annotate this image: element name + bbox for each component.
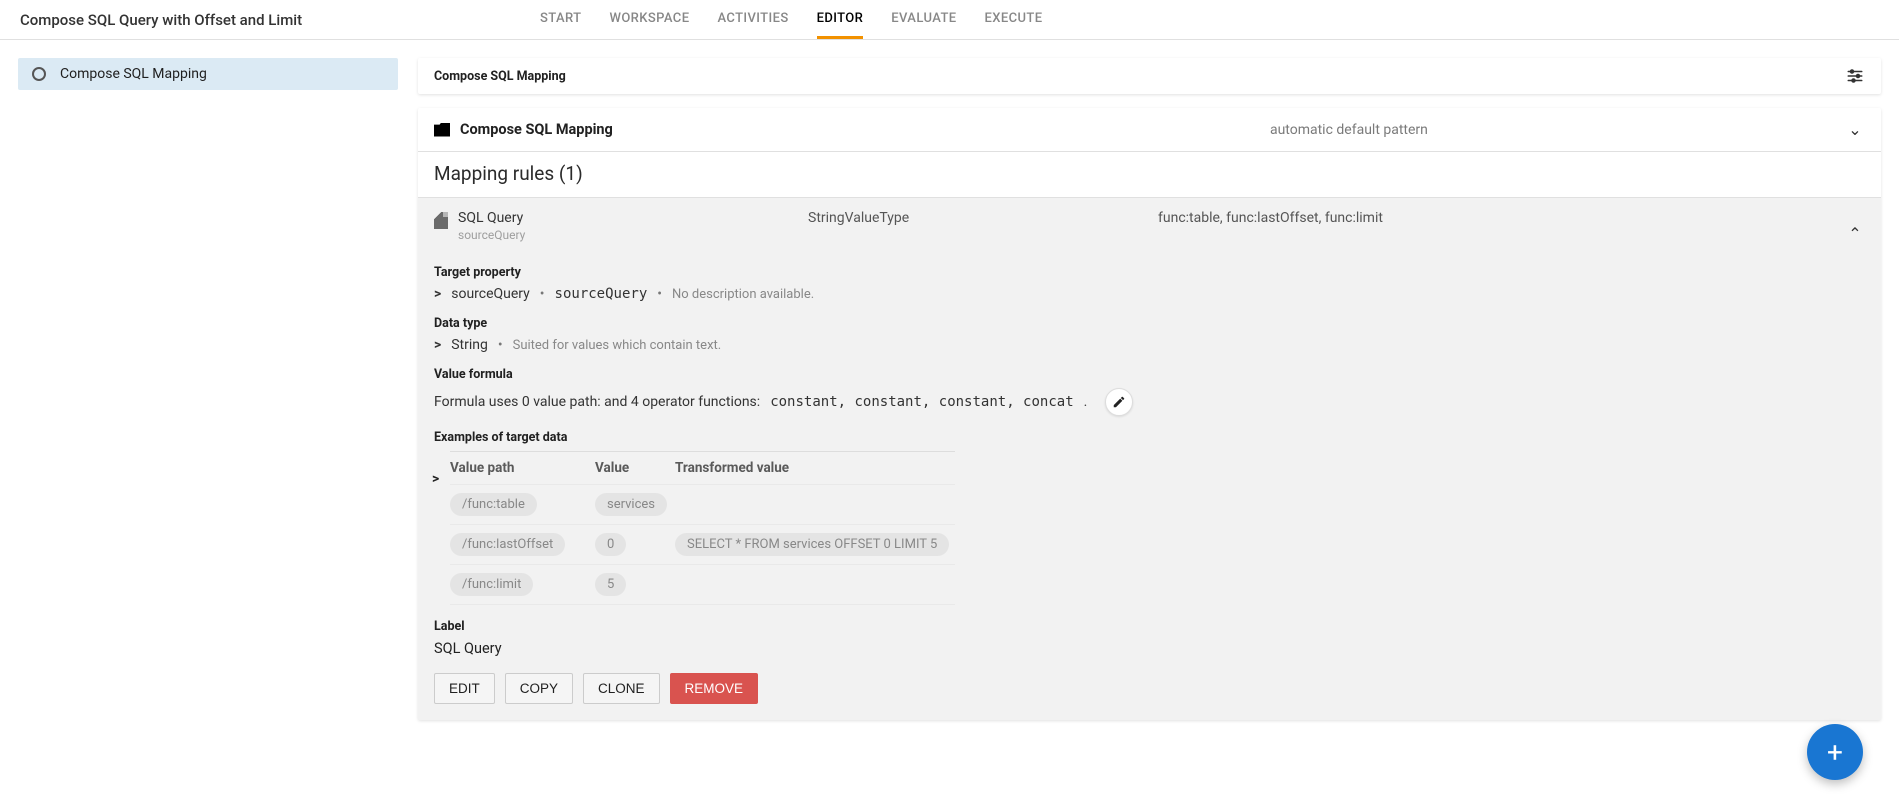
pill-value: 0 xyxy=(595,533,626,556)
col-value-path: Value path xyxy=(450,460,595,476)
rule-summary-row[interactable]: SQL Query sourceQuery StringValueType fu… xyxy=(418,198,1881,247)
pill-value-path: /func:limit xyxy=(450,573,533,596)
col-transformed: Transformed value xyxy=(675,460,955,476)
remove-button[interactable]: REMOVE xyxy=(670,673,759,704)
examples-table: Value path Value Transformed value /func… xyxy=(450,451,955,605)
target-property-row[interactable]: > sourceQuery • sourceQuery • No descrip… xyxy=(434,286,1865,302)
chevron-up-icon[interactable]: ⌃ xyxy=(1845,210,1865,243)
pill-value: 5 xyxy=(595,573,626,596)
panel-header-title: Compose SQL Mapping xyxy=(434,69,566,84)
formula-ops: constant, constant, constant, concat xyxy=(770,394,1073,410)
examples-label: Examples of target data xyxy=(434,430,1865,445)
data-type-label: Data type xyxy=(434,316,1865,331)
edit-formula-button[interactable] xyxy=(1105,388,1133,416)
plus-icon: + xyxy=(1827,736,1843,769)
chevron-down-icon[interactable]: ⌄ xyxy=(1845,120,1865,139)
tab-editor[interactable]: EDITOR xyxy=(817,0,864,39)
rule-name: SQL Query xyxy=(458,210,798,226)
pill-value: services xyxy=(595,493,667,516)
edit-button[interactable]: EDIT xyxy=(434,673,495,704)
col-value: Value xyxy=(595,460,675,476)
tab-activities[interactable]: ACTIVITIES xyxy=(717,0,788,39)
label-value: SQL Query xyxy=(434,640,1865,657)
panel-header-card: Compose SQL Mapping xyxy=(418,58,1881,94)
caret-right-icon: > xyxy=(434,337,441,353)
target-prop-desc: No description available. xyxy=(672,287,814,302)
data-type-desc: Suited for values which contain text. xyxy=(513,338,722,353)
pill-value-path: /func:table xyxy=(450,493,537,516)
sidebar: Compose SQL Mapping xyxy=(18,58,398,90)
table-row: /func:lastOffset 0 SELECT * FROM service… xyxy=(450,525,955,565)
cell-transformed xyxy=(675,573,955,596)
table-row: /func:table services xyxy=(450,485,955,525)
target-prop-path-1: sourceQuery xyxy=(451,286,530,302)
caret-right-icon: > xyxy=(434,286,441,302)
layout: Compose SQL Mapping Compose SQL Mapping … xyxy=(0,40,1899,744)
rule-actions: EDIT COPY CLONE REMOVE xyxy=(418,673,1881,720)
section-subtitle: automatic default pattern xyxy=(1030,122,1428,138)
page-title: Compose SQL Query with Offset and Limit xyxy=(20,11,540,29)
rule-block: SQL Query sourceQuery StringValueType fu… xyxy=(418,198,1881,720)
data-type-row[interactable]: > String • Suited for values which conta… xyxy=(434,337,1865,353)
rules-title: Mapping rules (1) xyxy=(418,152,1881,198)
label-label: Label xyxy=(434,619,1865,634)
top-nav: START WORKSPACE ACTIVITIES EDITOR EVALUA… xyxy=(540,0,1043,39)
value-formula-row: Formula uses 0 value path: and 4 operato… xyxy=(434,388,1865,416)
examples-table-head: Value path Value Transformed value xyxy=(450,452,955,485)
pill-transformed: SELECT * FROM services OFFSET 0 LIMIT 5 xyxy=(675,533,949,556)
section-title: Compose SQL Mapping xyxy=(460,121,613,138)
target-prop-path-2: sourceQuery xyxy=(555,286,648,302)
section-header[interactable]: Compose SQL Mapping automatic default pa… xyxy=(418,108,1881,152)
cell-transformed xyxy=(675,493,955,516)
folder-icon xyxy=(434,123,450,137)
rule-funcs: func:table, func:lastOffset, func:limit xyxy=(1158,210,1835,226)
sidebar-item-label: Compose SQL Mapping xyxy=(60,66,207,82)
value-formula-label: Value formula xyxy=(434,367,1865,382)
rule-value-type: StringValueType xyxy=(808,210,1148,226)
copy-button[interactable]: COPY xyxy=(505,673,573,704)
target-property-label: Target property xyxy=(434,265,1865,280)
tab-evaluate[interactable]: EVALUATE xyxy=(891,0,956,39)
formula-text-prefix: Formula uses 0 value path: and 4 operato… xyxy=(434,394,760,410)
clone-button[interactable]: CLONE xyxy=(583,673,660,704)
tune-icon[interactable] xyxy=(1845,66,1865,86)
table-row: /func:limit 5 xyxy=(450,565,955,605)
file-icon xyxy=(434,212,448,229)
tab-workspace[interactable]: WORKSPACE xyxy=(609,0,689,39)
data-type-value: String xyxy=(451,337,488,353)
rule-details: Target property > sourceQuery • sourceQu… xyxy=(418,247,1881,673)
caret-right-icon[interactable]: > xyxy=(432,471,439,487)
examples-block: > Value path Value Transformed value /fu… xyxy=(434,451,1865,605)
radio-icon xyxy=(32,67,46,81)
main: Compose SQL Mapping Compose SQL Mapping … xyxy=(418,58,1881,720)
rule-sub: sourceQuery xyxy=(458,228,798,242)
tab-execute[interactable]: EXECUTE xyxy=(985,0,1043,39)
topbar: Compose SQL Query with Offset and Limit … xyxy=(0,0,1899,40)
rules-card: Compose SQL Mapping automatic default pa… xyxy=(418,108,1881,720)
add-fab[interactable]: + xyxy=(1807,724,1863,780)
pill-value-path: /func:lastOffset xyxy=(450,533,565,556)
tab-start[interactable]: START xyxy=(540,0,581,39)
sidebar-item-compose-sql-mapping[interactable]: Compose SQL Mapping xyxy=(18,58,398,90)
